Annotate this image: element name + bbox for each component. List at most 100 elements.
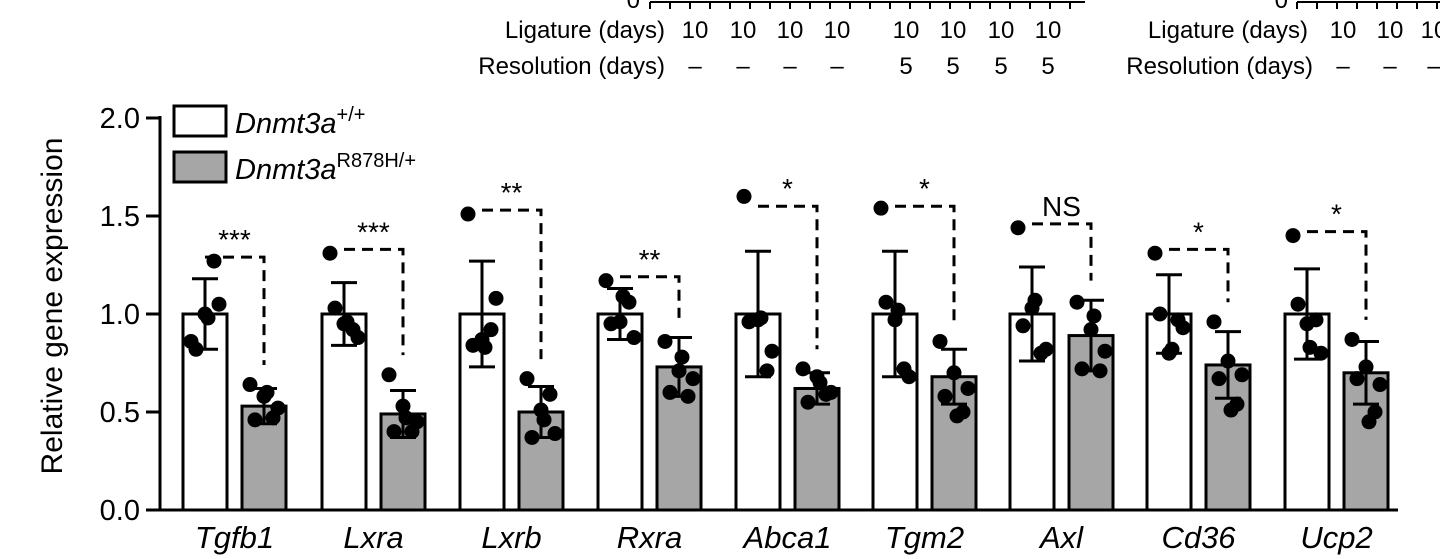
significance-label: *** <box>357 216 390 247</box>
data-point <box>626 330 642 346</box>
data-point <box>615 288 631 304</box>
resolution-value: – <box>688 53 702 80</box>
data-point <box>1290 296 1306 312</box>
category-label: Lxra <box>343 520 403 555</box>
data-point <box>674 349 690 365</box>
legend-label-mutant: Dnmt3aR878H/+ <box>235 150 416 186</box>
legend-label-wildtype-genotype: +/+ <box>337 104 366 126</box>
top-panel-cutoff: 0 Ligature (days) Resolution (days) 10 10 10 1… <box>478 0 1440 80</box>
data-point <box>488 290 504 306</box>
data-point <box>460 206 476 222</box>
resolution-value: 5 <box>899 53 912 80</box>
data-point <box>477 339 493 355</box>
data-point <box>339 314 355 330</box>
data-point <box>547 426 563 442</box>
data-point <box>322 245 338 261</box>
data-point <box>1349 371 1365 387</box>
data-point <box>1152 306 1168 322</box>
resolution-value: – <box>1383 53 1397 80</box>
data-point <box>1211 371 1227 387</box>
significance-label: *** <box>218 224 251 255</box>
ligature-value: 10 <box>1421 17 1440 44</box>
data-point <box>200 310 216 326</box>
data-point <box>890 302 906 318</box>
ligature-label: Ligature (days) <box>1148 17 1308 44</box>
data-point <box>465 337 481 353</box>
legend-label-wildtype-gene: Dnmt3a <box>235 108 337 140</box>
ligature-value: 10 <box>730 17 757 44</box>
data-point <box>800 394 816 410</box>
data-point <box>685 371 701 387</box>
data-point <box>946 365 962 381</box>
resolution-label: Resolution (days) <box>1126 53 1313 80</box>
data-point <box>873 200 889 216</box>
y-tick-label: 1.5 <box>100 201 140 233</box>
significance-label: ** <box>501 177 523 208</box>
data-point <box>671 363 687 379</box>
data-point <box>1010 220 1026 236</box>
data-point <box>542 386 558 402</box>
data-point <box>937 388 953 404</box>
data-point <box>1069 294 1085 310</box>
resolution-value: 5 <box>994 53 1007 80</box>
resolution-value: 5 <box>946 53 959 80</box>
data-point <box>795 361 811 377</box>
ligature-value: 10 <box>1330 17 1357 44</box>
category-label: Rxra <box>617 520 682 555</box>
category-label: Tgfb1 <box>195 520 274 555</box>
y-tick-label: 2.0 <box>100 103 140 135</box>
data-point <box>247 412 263 428</box>
ligature-value: 10 <box>682 17 709 44</box>
significance-bracket <box>344 247 405 356</box>
data-point <box>259 384 275 400</box>
significance-label: ** <box>639 244 661 275</box>
ligature-value: 10 <box>1377 17 1404 44</box>
category-label: Axl <box>1038 520 1084 555</box>
data-point <box>1372 377 1388 393</box>
data-point <box>1206 314 1222 330</box>
data-point <box>818 386 834 402</box>
legend-label-mutant-gene: Dnmt3a <box>235 154 337 186</box>
data-point <box>1086 308 1102 324</box>
data-point <box>1170 312 1186 328</box>
data-point <box>1223 402 1239 418</box>
data-point <box>603 316 619 332</box>
data-point <box>680 388 696 404</box>
data-point <box>524 429 540 445</box>
significance-bracket <box>758 204 819 350</box>
data-point <box>1033 345 1049 361</box>
legend-swatch-mutant <box>172 150 228 184</box>
data-point <box>386 424 402 440</box>
ligature-value: 10 <box>940 17 967 44</box>
data-point <box>1074 361 1090 377</box>
data-point <box>327 300 343 316</box>
resolution-value: – <box>736 53 750 80</box>
data-point <box>1097 343 1113 359</box>
significance-bracket <box>620 275 681 318</box>
resolution-value: – <box>1336 53 1350 80</box>
ligature-value: 10 <box>893 17 920 44</box>
category-label: Cd36 <box>1161 520 1236 555</box>
data-point <box>598 273 614 289</box>
top-panel-axis-zero: 0 <box>1275 0 1288 14</box>
category-label: Lxrb <box>481 520 541 555</box>
significance-bracket <box>1169 247 1230 303</box>
data-point <box>1308 312 1324 328</box>
data-point <box>736 188 752 204</box>
data-point <box>242 377 258 393</box>
legend-swatch-wildtype <box>172 104 228 138</box>
ligature-value: 10 <box>988 17 1015 44</box>
data-point <box>1285 228 1301 244</box>
data-point <box>1361 414 1377 430</box>
data-point <box>662 384 678 400</box>
data-point <box>398 410 414 426</box>
resolution-value: – <box>1427 53 1440 80</box>
data-point <box>536 412 552 428</box>
data-point <box>1358 359 1374 375</box>
category-label: Abca1 <box>742 520 832 555</box>
ligature-label: Ligature (days) <box>505 17 665 44</box>
data-point <box>1015 318 1031 334</box>
data-point <box>960 380 976 396</box>
resolution-value: 5 <box>1041 53 1054 80</box>
